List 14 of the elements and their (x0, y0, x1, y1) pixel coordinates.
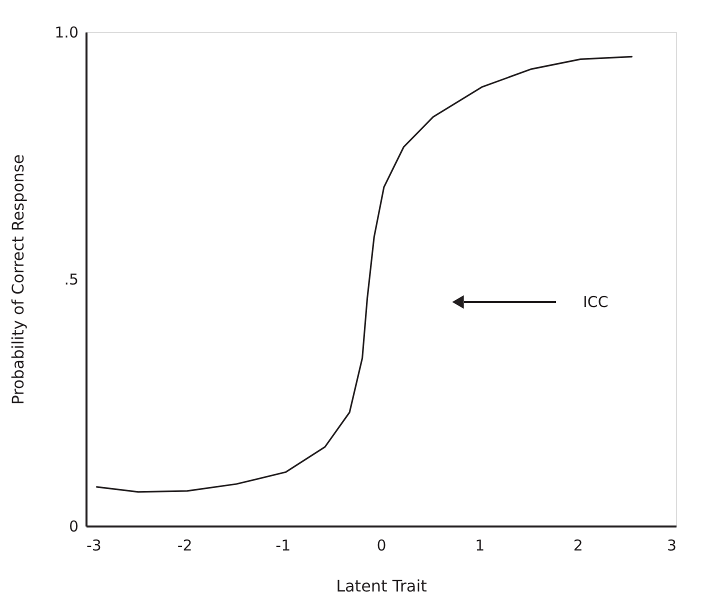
y-axis-title: Probability of Correct Response (8, 154, 28, 405)
y-tick-label: .5 (64, 270, 78, 288)
x-tick-label: -1 (276, 536, 291, 554)
annotation: ICC (583, 293, 608, 311)
x-tick-label: -2 (177, 536, 192, 554)
line-series (96, 56, 633, 493)
x-tick-label: -3 (86, 536, 102, 554)
x-tick-label: 1 (475, 536, 485, 554)
x-tick-label: 0 (376, 536, 386, 554)
x-tick-label: 3 (666, 536, 676, 554)
y-tick-label: 0 (68, 518, 78, 536)
x-axis-title: Latent Trait (336, 576, 427, 596)
y-tick-label: 1.0 (54, 24, 78, 42)
x-tick-label: 2 (573, 536, 583, 554)
